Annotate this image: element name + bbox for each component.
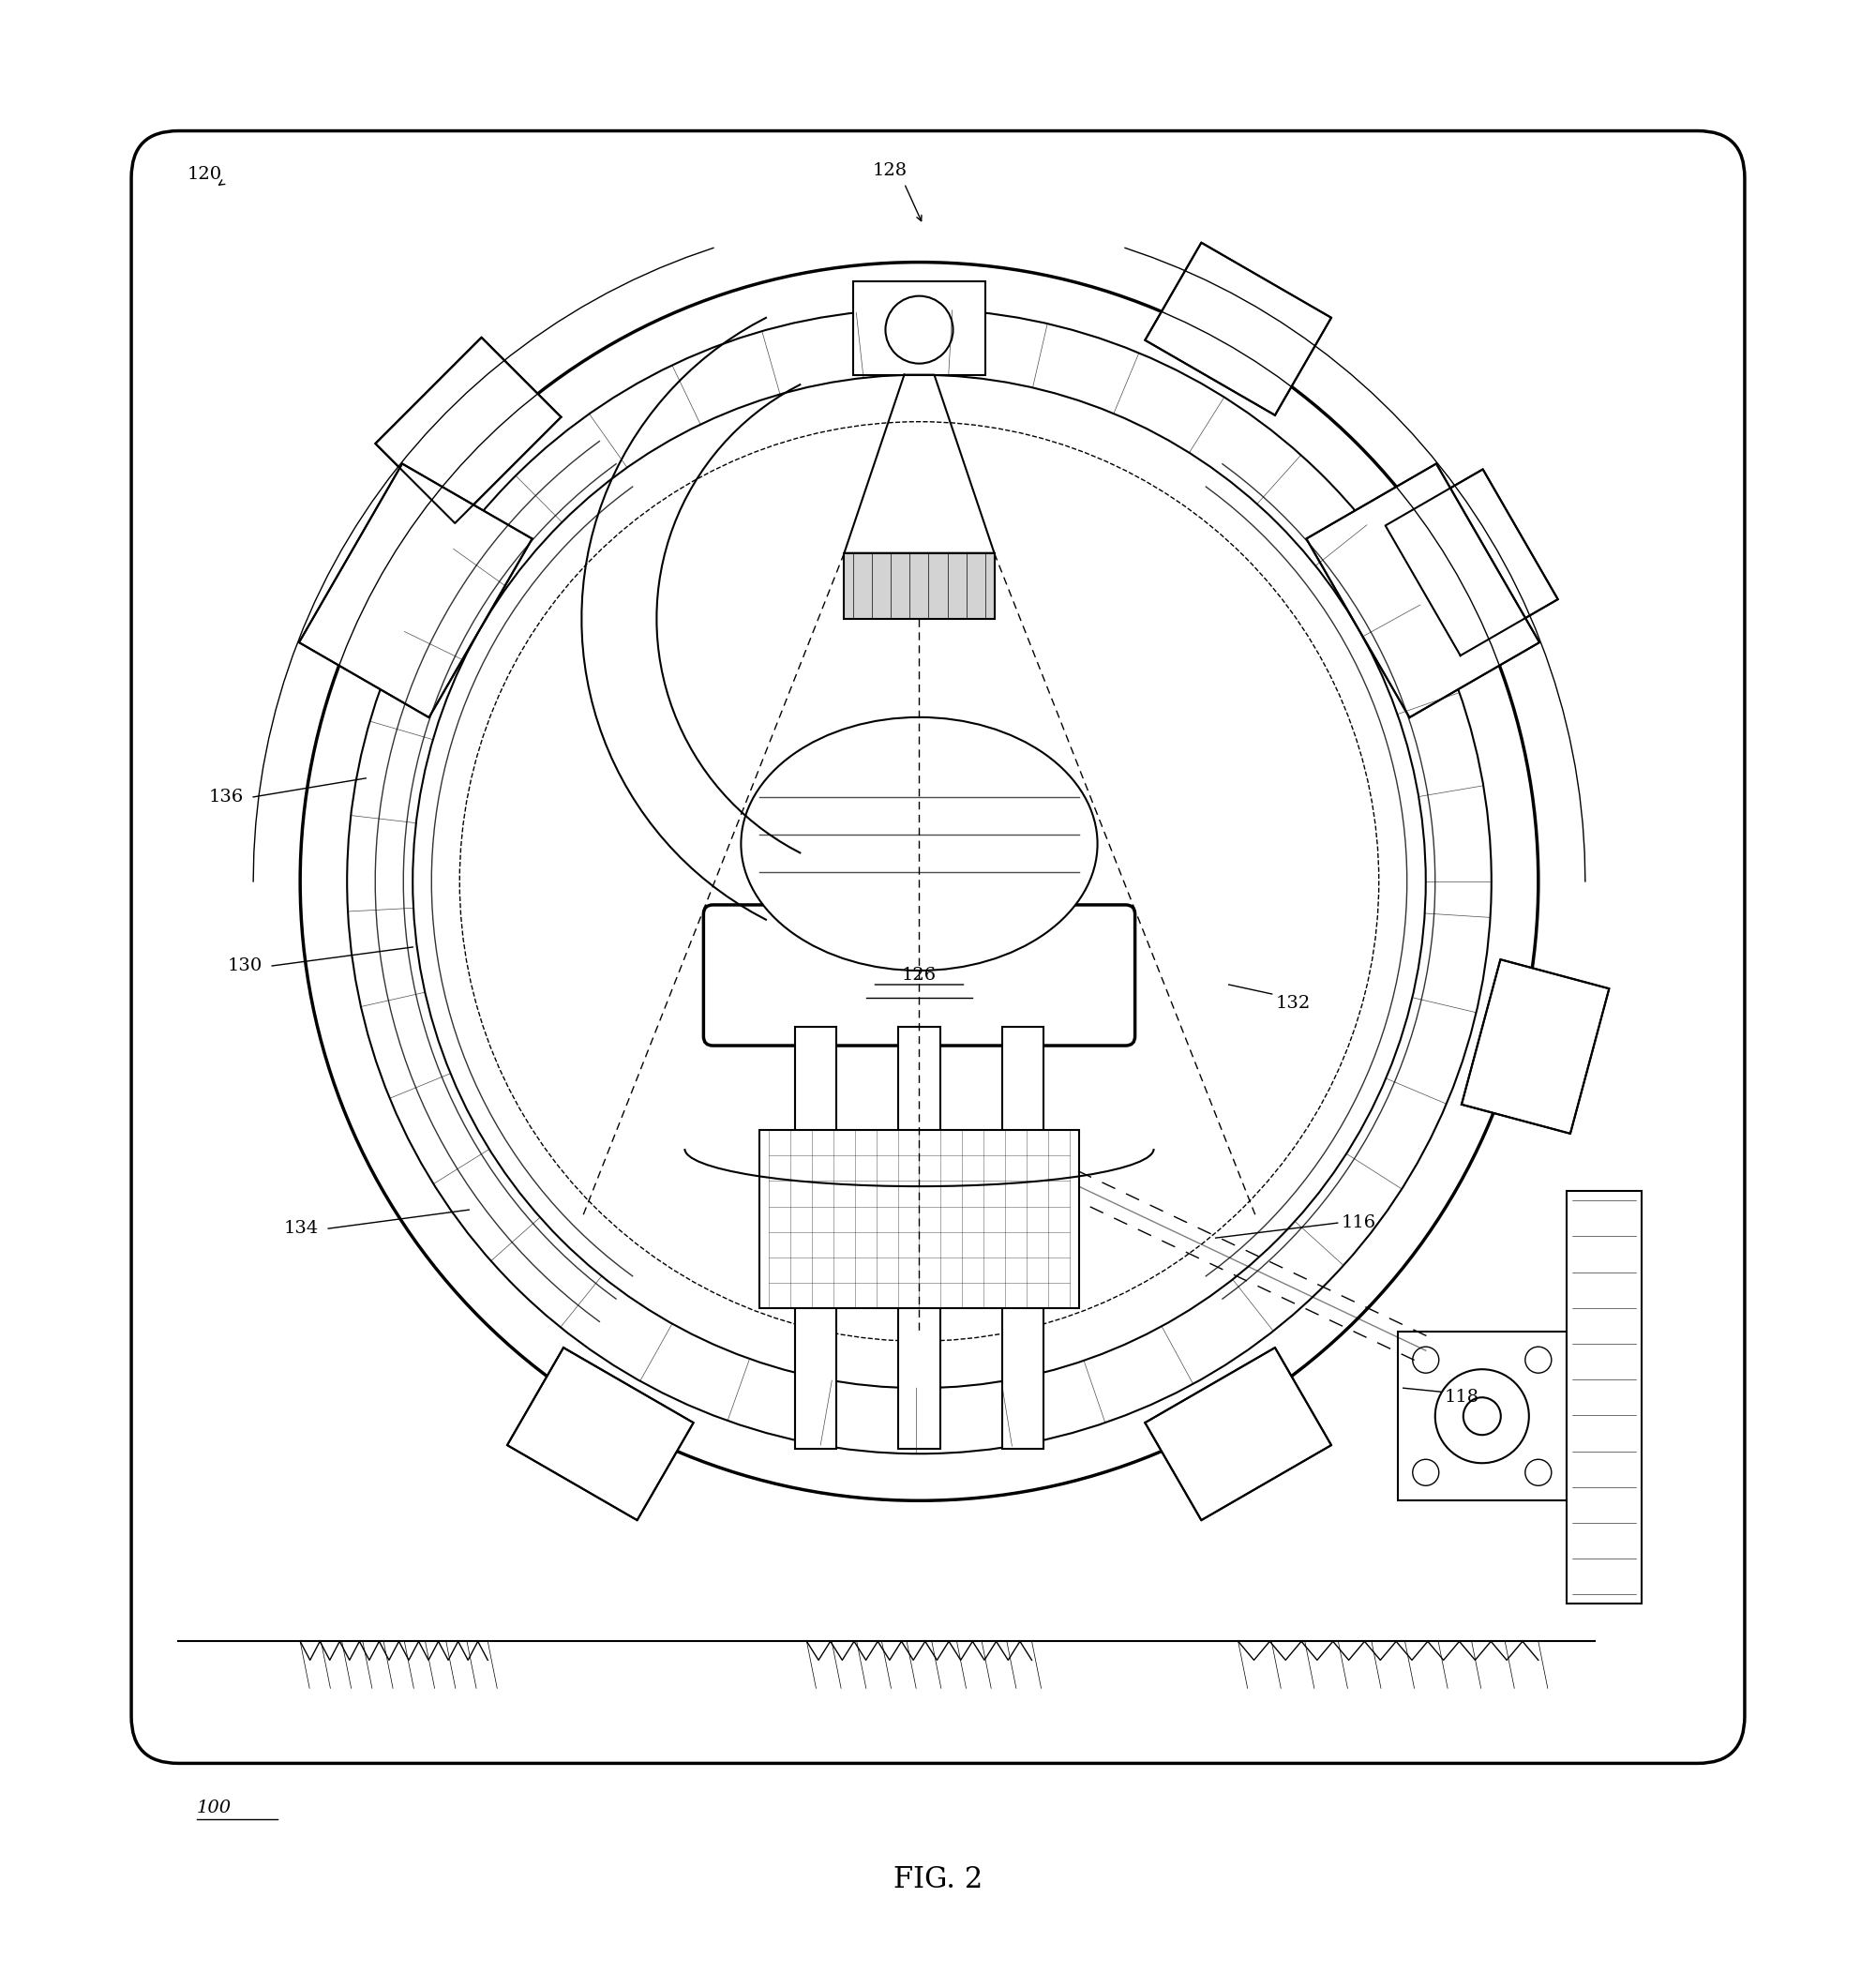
FancyBboxPatch shape xyxy=(704,905,1135,1046)
Ellipse shape xyxy=(741,718,1097,970)
Bar xyxy=(760,1129,1079,1308)
Circle shape xyxy=(1525,1459,1551,1485)
Text: 128: 128 xyxy=(872,161,908,179)
Polygon shape xyxy=(1144,1348,1332,1521)
Polygon shape xyxy=(1384,469,1557,656)
Text: 134: 134 xyxy=(283,1221,319,1237)
Text: 116: 116 xyxy=(1341,1215,1377,1231)
Circle shape xyxy=(1413,1346,1439,1374)
Bar xyxy=(854,280,985,376)
Text: 132: 132 xyxy=(1276,994,1311,1012)
Circle shape xyxy=(885,296,953,364)
Text: 136: 136 xyxy=(208,789,244,805)
Circle shape xyxy=(1463,1398,1501,1435)
Text: 118: 118 xyxy=(1445,1390,1480,1406)
Bar xyxy=(795,1028,837,1449)
Circle shape xyxy=(1435,1370,1529,1463)
Text: FIG. 2: FIG. 2 xyxy=(893,1865,983,1895)
Bar xyxy=(1566,1191,1642,1604)
Polygon shape xyxy=(507,1348,694,1521)
Polygon shape xyxy=(1144,243,1332,415)
Bar xyxy=(1002,1028,1043,1449)
Bar xyxy=(899,1028,940,1449)
Circle shape xyxy=(1525,1346,1551,1374)
Polygon shape xyxy=(298,463,533,718)
Text: 100: 100 xyxy=(197,1799,233,1817)
Polygon shape xyxy=(1306,463,1540,718)
Polygon shape xyxy=(1461,960,1610,1133)
Circle shape xyxy=(1413,1459,1439,1485)
Bar xyxy=(844,553,994,618)
Text: 130: 130 xyxy=(227,958,263,974)
Bar xyxy=(1398,1332,1566,1501)
Text: 126: 126 xyxy=(902,966,936,984)
Polygon shape xyxy=(375,338,561,523)
Text: 120: 120 xyxy=(188,165,223,183)
